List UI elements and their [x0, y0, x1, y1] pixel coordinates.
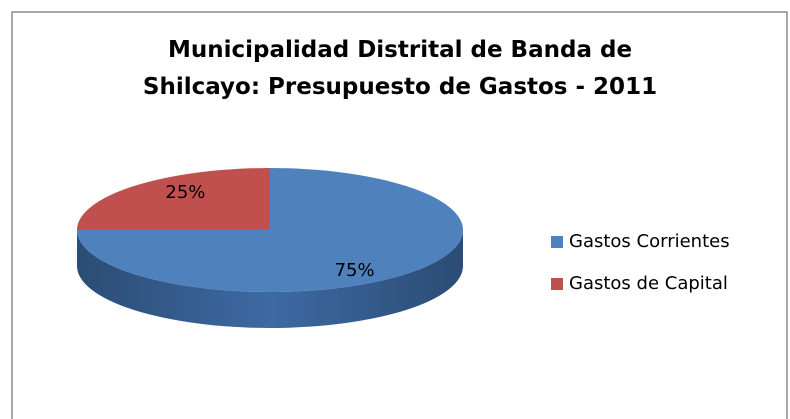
- legend-label: Gastos de Capital: [569, 273, 728, 294]
- slice-side: [77, 230, 463, 328]
- slice: [77, 168, 270, 230]
- legend-label: Gastos Corrientes: [569, 231, 730, 252]
- data-label: 25%: [165, 182, 205, 203]
- chart-title: Municipalidad Distrital de Banda de Shil…: [142, 37, 658, 100]
- legend-swatch: [551, 236, 563, 248]
- data-label: 75%: [335, 260, 375, 281]
- legend-swatch: [551, 278, 563, 290]
